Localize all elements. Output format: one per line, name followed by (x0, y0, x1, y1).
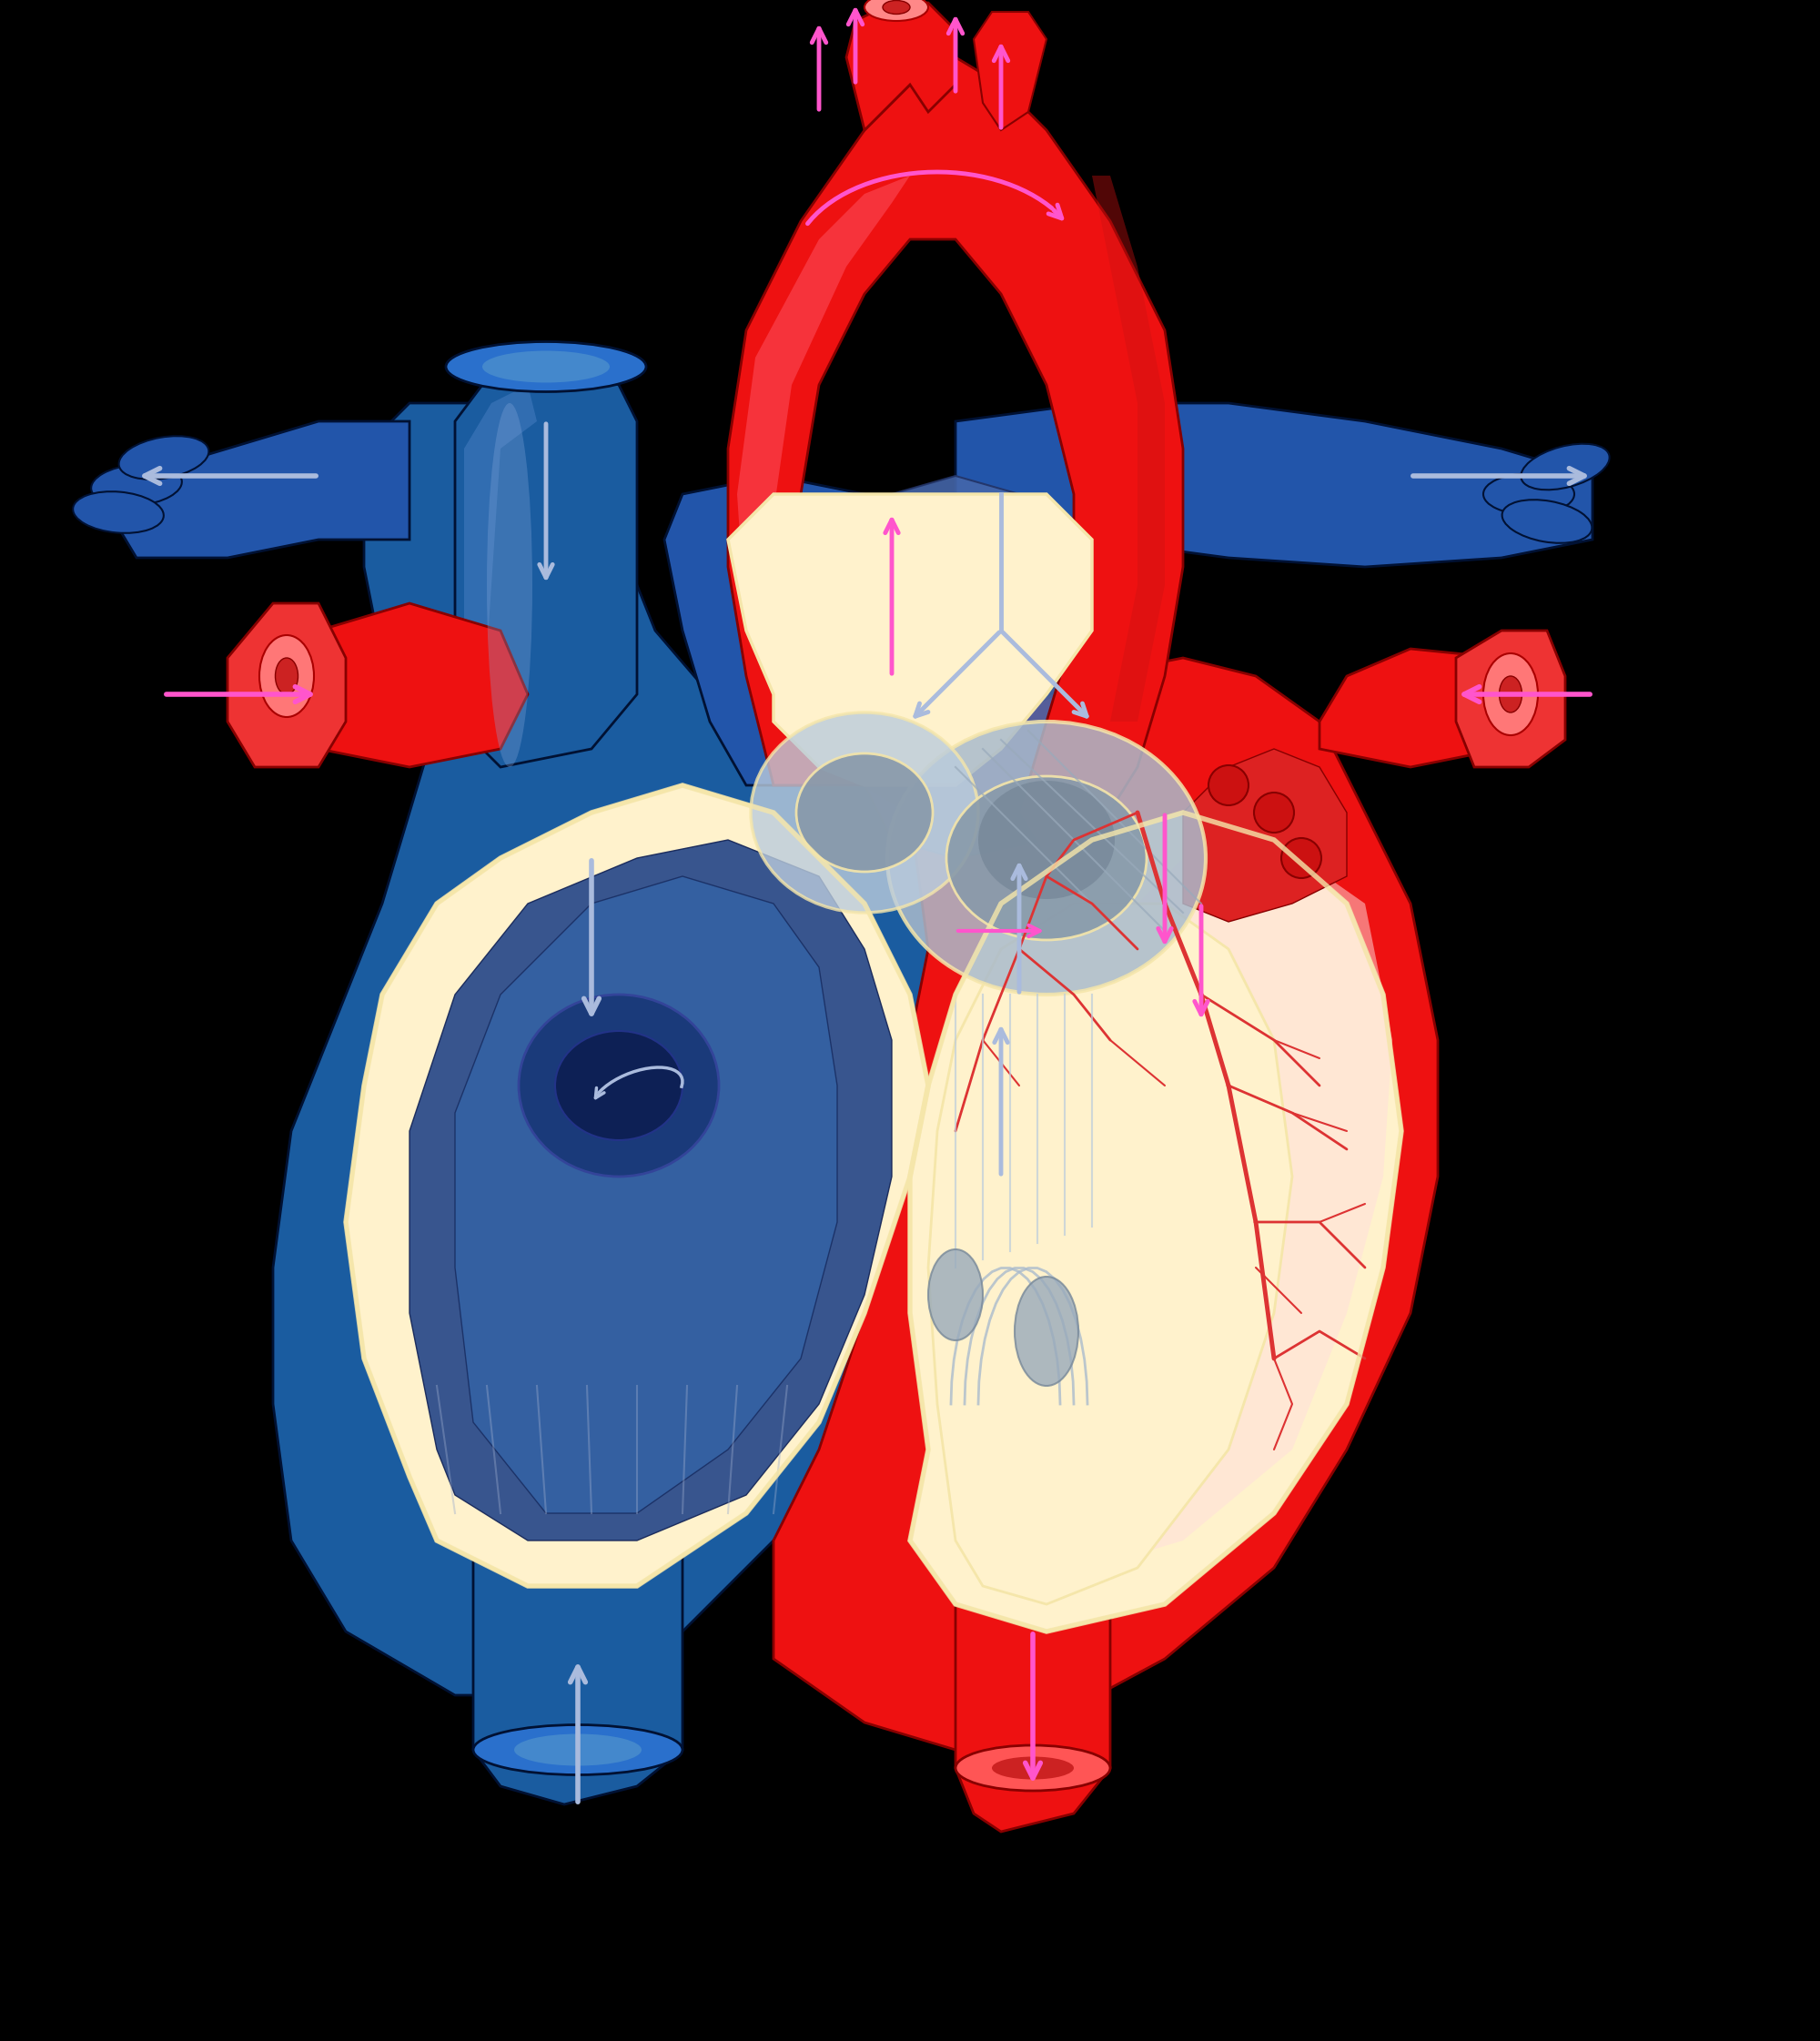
Polygon shape (1183, 749, 1347, 923)
Polygon shape (737, 176, 910, 657)
Polygon shape (109, 420, 410, 557)
Polygon shape (728, 57, 1183, 857)
Ellipse shape (992, 1757, 1074, 1780)
Ellipse shape (1483, 653, 1538, 735)
Circle shape (1254, 792, 1294, 833)
Ellipse shape (888, 723, 1205, 994)
Polygon shape (346, 786, 928, 1586)
Ellipse shape (73, 492, 164, 533)
Ellipse shape (946, 776, 1147, 941)
Ellipse shape (883, 0, 910, 14)
Polygon shape (910, 812, 1401, 1631)
Ellipse shape (928, 1249, 983, 1341)
Ellipse shape (752, 712, 979, 912)
Polygon shape (1092, 176, 1165, 723)
Ellipse shape (473, 1725, 682, 1776)
Ellipse shape (446, 341, 646, 392)
Polygon shape (455, 876, 837, 1512)
Circle shape (1281, 839, 1321, 878)
Circle shape (1208, 765, 1249, 806)
Ellipse shape (482, 351, 610, 382)
Ellipse shape (1483, 474, 1574, 514)
Polygon shape (1001, 841, 1392, 1567)
Ellipse shape (1500, 676, 1522, 712)
Ellipse shape (118, 437, 209, 480)
Polygon shape (664, 476, 956, 786)
Polygon shape (1456, 631, 1565, 767)
Ellipse shape (555, 1031, 682, 1141)
Polygon shape (1320, 649, 1529, 767)
Ellipse shape (1016, 1278, 1077, 1386)
Polygon shape (774, 657, 1438, 1749)
Polygon shape (464, 386, 537, 723)
Polygon shape (410, 841, 892, 1541)
Ellipse shape (864, 0, 928, 20)
Polygon shape (974, 12, 1046, 131)
Ellipse shape (275, 657, 298, 694)
Polygon shape (846, 2, 956, 131)
Polygon shape (956, 1541, 1110, 1831)
Ellipse shape (515, 1735, 641, 1765)
Ellipse shape (956, 1745, 1110, 1790)
Polygon shape (273, 604, 528, 767)
Polygon shape (819, 476, 1138, 857)
Ellipse shape (1502, 500, 1592, 543)
Polygon shape (228, 604, 346, 767)
Ellipse shape (797, 753, 932, 872)
Polygon shape (273, 404, 956, 1696)
Ellipse shape (260, 635, 315, 716)
Ellipse shape (488, 404, 531, 767)
Polygon shape (956, 404, 1592, 567)
Ellipse shape (91, 463, 182, 506)
Polygon shape (455, 357, 637, 767)
Polygon shape (928, 904, 1292, 1604)
Ellipse shape (1522, 443, 1609, 490)
Ellipse shape (519, 994, 719, 1176)
Ellipse shape (979, 782, 1114, 898)
Polygon shape (728, 494, 1092, 786)
Polygon shape (473, 1478, 682, 1804)
